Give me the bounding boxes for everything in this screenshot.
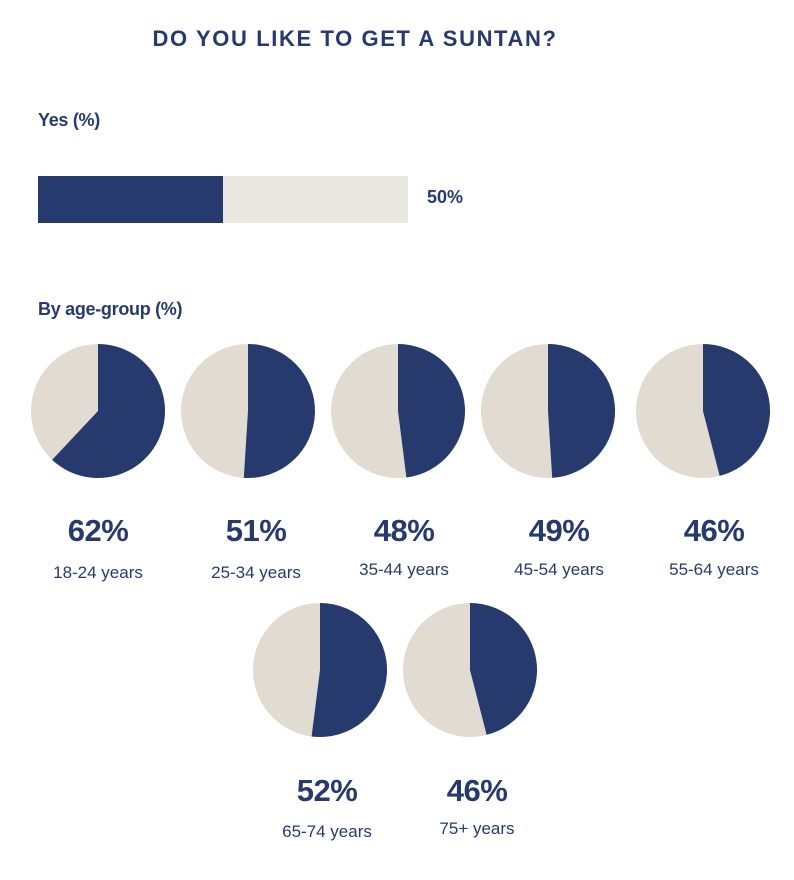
pie-value-label: 49%	[528, 513, 590, 548]
pie-slice-yes	[398, 344, 465, 478]
pie-category-label: 35-44 years	[359, 560, 449, 579]
pie-2	[181, 344, 315, 479]
overall-label: Yes (%)	[38, 110, 100, 130]
pie-category-label: 75+ years	[439, 819, 515, 838]
pie-6	[253, 603, 388, 737]
pie-value-label: 46%	[446, 773, 508, 808]
age-group-label: By age-group (%)	[38, 299, 183, 319]
pie-category-label: 25-34 years	[211, 563, 301, 582]
chart-title: DO YOU LIKE TO GET A SUNTAN?	[152, 26, 558, 51]
pie-slice-yes	[52, 344, 166, 479]
pie-7	[403, 603, 538, 737]
overall-bar-track	[38, 176, 408, 223]
pie-slice-yes	[548, 344, 616, 478]
pie-value-label: 62%	[67, 513, 129, 548]
overall-bar-value: 50%	[427, 187, 464, 207]
pie-category-label: 65-74 years	[282, 822, 372, 841]
pie-5	[636, 344, 771, 478]
pie-4	[481, 344, 616, 478]
pie-slice-yes	[470, 603, 538, 735]
pie-slice-yes	[311, 603, 388, 737]
pie-value-label: 52%	[296, 773, 358, 808]
pie-category-label: 18-24 years	[53, 563, 143, 582]
pie-slice-yes	[703, 344, 771, 476]
pie-category-label: 55-64 years	[669, 560, 759, 579]
pie-slice-yes	[243, 344, 315, 479]
pie-1	[31, 344, 166, 479]
pie-value-label: 51%	[225, 513, 287, 548]
pie-3	[331, 344, 465, 478]
overall-bar-fill	[38, 176, 223, 223]
pie-value-label: 48%	[373, 513, 435, 548]
pie-value-label: 46%	[683, 513, 745, 548]
pie-category-label: 45-54 years	[514, 560, 604, 579]
